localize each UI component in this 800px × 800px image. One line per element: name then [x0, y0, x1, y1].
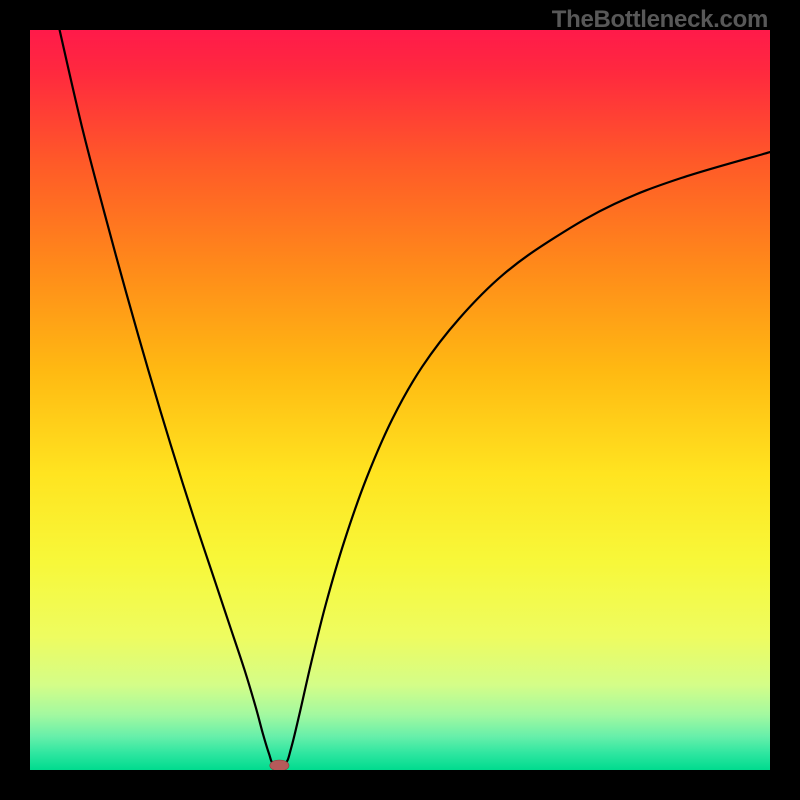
plot-svg [30, 30, 770, 770]
gradient-background [30, 30, 770, 770]
vertex-marker [270, 760, 289, 770]
plot-area [30, 30, 770, 770]
chart-frame: TheBottleneck.com [0, 0, 800, 800]
watermark-text: TheBottleneck.com [552, 6, 768, 34]
